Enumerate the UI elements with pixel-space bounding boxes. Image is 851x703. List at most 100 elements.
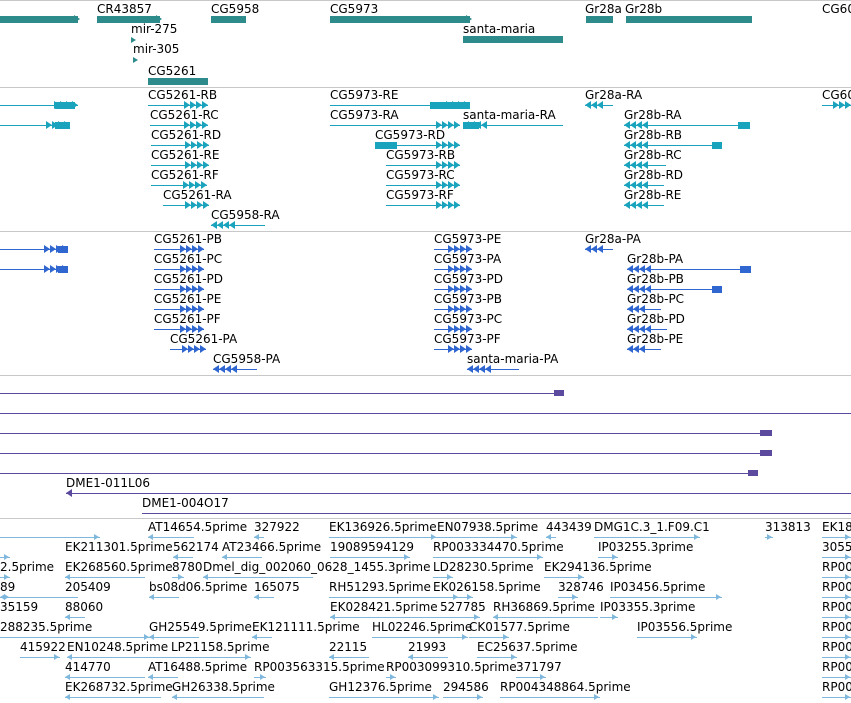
est-line[interactable] bbox=[222, 557, 262, 558]
est-line[interactable] bbox=[600, 617, 618, 618]
est-label[interactable]: EK136926.5prime bbox=[329, 520, 437, 534]
feature-label[interactable]: Gr28b-RB bbox=[624, 128, 683, 142]
gene-label-mir-275[interactable]: mir-275 bbox=[131, 22, 178, 36]
transcript-line[interactable] bbox=[154, 269, 204, 270]
est-label[interactable]: RP00 bbox=[822, 680, 851, 694]
est-label[interactable]: 371797 bbox=[516, 660, 562, 674]
est-label[interactable]: RH36869.5prime bbox=[493, 600, 595, 614]
est-label[interactable]: EK18 bbox=[822, 520, 851, 534]
est-line[interactable] bbox=[469, 637, 509, 638]
est-line[interactable] bbox=[171, 657, 251, 658]
est-line[interactable] bbox=[0, 637, 150, 638]
feature-label[interactable]: CG60 bbox=[822, 88, 851, 102]
transcript-line[interactable] bbox=[467, 369, 519, 370]
transcript-line[interactable] bbox=[627, 289, 721, 290]
est-line[interactable] bbox=[558, 597, 578, 598]
feature-label[interactable]: santa-maria-RA bbox=[463, 108, 556, 122]
alignment-end[interactable] bbox=[760, 430, 772, 436]
est-line[interactable] bbox=[67, 657, 177, 658]
alignment-end[interactable] bbox=[748, 470, 758, 476]
transcript-line[interactable] bbox=[150, 125, 208, 126]
est-line[interactable] bbox=[822, 617, 851, 618]
feature-label[interactable]: Gr28a-RA bbox=[585, 88, 643, 102]
est-label[interactable]: AT23466.5prime bbox=[222, 540, 322, 554]
est-line[interactable] bbox=[252, 637, 272, 638]
feature-label[interactable]: Gr28b-RE bbox=[624, 188, 682, 202]
transcript-line[interactable] bbox=[627, 269, 751, 270]
transcript-line[interactable] bbox=[211, 225, 265, 226]
est-label[interactable]: 35159 bbox=[0, 600, 39, 614]
est-line[interactable] bbox=[254, 597, 274, 598]
est-label[interactable]: 328746 bbox=[558, 580, 604, 594]
gene-label-cg5973[interactable]: CG5973 bbox=[330, 2, 379, 16]
gene-label-cr43857[interactable]: CR43857 bbox=[97, 2, 152, 16]
est-label[interactable]: EN10248.5prime bbox=[67, 640, 169, 654]
gene-label-cg5958[interactable]: CG5958 bbox=[211, 2, 260, 16]
gene-label-cg60[interactable]: CG60 bbox=[822, 2, 851, 16]
est-line[interactable] bbox=[822, 597, 851, 598]
feature-label[interactable]: CG5261-RA bbox=[163, 188, 232, 202]
transcript-line[interactable] bbox=[154, 309, 204, 310]
est-line[interactable] bbox=[149, 597, 179, 598]
alignment-end[interactable] bbox=[760, 450, 772, 456]
gene-glyph[interactable] bbox=[330, 16, 470, 23]
est-label[interactable]: EN07938.5prime bbox=[437, 520, 539, 534]
est-line[interactable] bbox=[0, 597, 78, 598]
clone-line[interactable] bbox=[142, 513, 851, 514]
long-alignment-line[interactable] bbox=[0, 453, 768, 454]
est-line[interactable] bbox=[500, 697, 600, 698]
est-line[interactable] bbox=[610, 597, 722, 598]
feature-label[interactable]: CG5261-PC bbox=[154, 252, 223, 266]
gene-glyph[interactable] bbox=[0, 16, 78, 23]
est-line[interactable] bbox=[433, 557, 543, 558]
est-label[interactable]: IP03556.5prime bbox=[637, 620, 733, 634]
est-line[interactable] bbox=[544, 577, 584, 578]
est-label[interactable]: 288235.5prime bbox=[0, 620, 93, 634]
est-label[interactable]: CK01577.5prime bbox=[469, 620, 570, 634]
alignment-end[interactable] bbox=[554, 390, 564, 396]
feature-label[interactable]: CG5973-RD bbox=[375, 128, 446, 142]
est-label[interactable]: EK268560.5prime bbox=[65, 560, 173, 574]
est-label[interactable]: RP00 bbox=[822, 560, 851, 574]
est-line[interactable] bbox=[148, 677, 178, 678]
est-line[interactable] bbox=[173, 557, 193, 558]
est-label[interactable]: EK294136.5prime bbox=[544, 560, 652, 574]
feature-label[interactable]: Gr28b-PA bbox=[627, 252, 684, 266]
est-label[interactable]: RP00 bbox=[822, 660, 851, 674]
est-label[interactable]: 19089594129 bbox=[330, 540, 414, 554]
feature-label[interactable]: CG5958-PA bbox=[213, 352, 281, 366]
transcript-line[interactable] bbox=[154, 289, 204, 290]
est-line[interactable] bbox=[329, 657, 369, 658]
clone-label[interactable]: DME1-011L06 bbox=[66, 476, 150, 490]
feature-label[interactable]: Gr28b-PC bbox=[627, 292, 685, 306]
est-label[interactable]: RP00 bbox=[822, 620, 851, 634]
est-line[interactable] bbox=[254, 537, 264, 538]
est-label[interactable]: IP03255.3prime bbox=[598, 540, 694, 554]
transcript-line[interactable] bbox=[330, 105, 470, 106]
est-label[interactable]: AT16488.5prime bbox=[148, 660, 248, 674]
gene-glyph[interactable] bbox=[626, 16, 752, 23]
est-label[interactable]: EK121111.5prime bbox=[252, 620, 360, 634]
transcript-line[interactable] bbox=[154, 249, 204, 250]
est-label[interactable]: DMG1C.3_1.F09.C1 bbox=[594, 520, 710, 534]
gene-glyph[interactable] bbox=[211, 16, 246, 23]
transcript-line[interactable] bbox=[463, 125, 563, 126]
transcript-line[interactable] bbox=[148, 105, 208, 106]
est-line[interactable] bbox=[437, 537, 517, 538]
est-label[interactable]: IP03355.3prime bbox=[600, 600, 696, 614]
est-label[interactable]: RP00 bbox=[822, 600, 851, 614]
est-label[interactable]: 21993 bbox=[408, 640, 447, 654]
est-line[interactable] bbox=[172, 697, 264, 698]
exon-block[interactable] bbox=[712, 286, 722, 293]
transcript-line[interactable] bbox=[386, 205, 460, 206]
feature-label[interactable]: CG5261-PA bbox=[170, 332, 238, 346]
transcript-line[interactable] bbox=[375, 145, 460, 146]
est-label[interactable]: 22115 bbox=[329, 640, 368, 654]
feature-label[interactable]: Gr28b-RA bbox=[624, 108, 682, 122]
feature-label[interactable]: CG5261-RB bbox=[148, 88, 218, 102]
feature-label[interactable]: CG5973-RF bbox=[386, 188, 454, 202]
transcript-line[interactable] bbox=[154, 329, 204, 330]
est-line[interactable] bbox=[822, 677, 851, 678]
est-line[interactable] bbox=[203, 577, 313, 578]
est-line[interactable] bbox=[372, 637, 468, 638]
